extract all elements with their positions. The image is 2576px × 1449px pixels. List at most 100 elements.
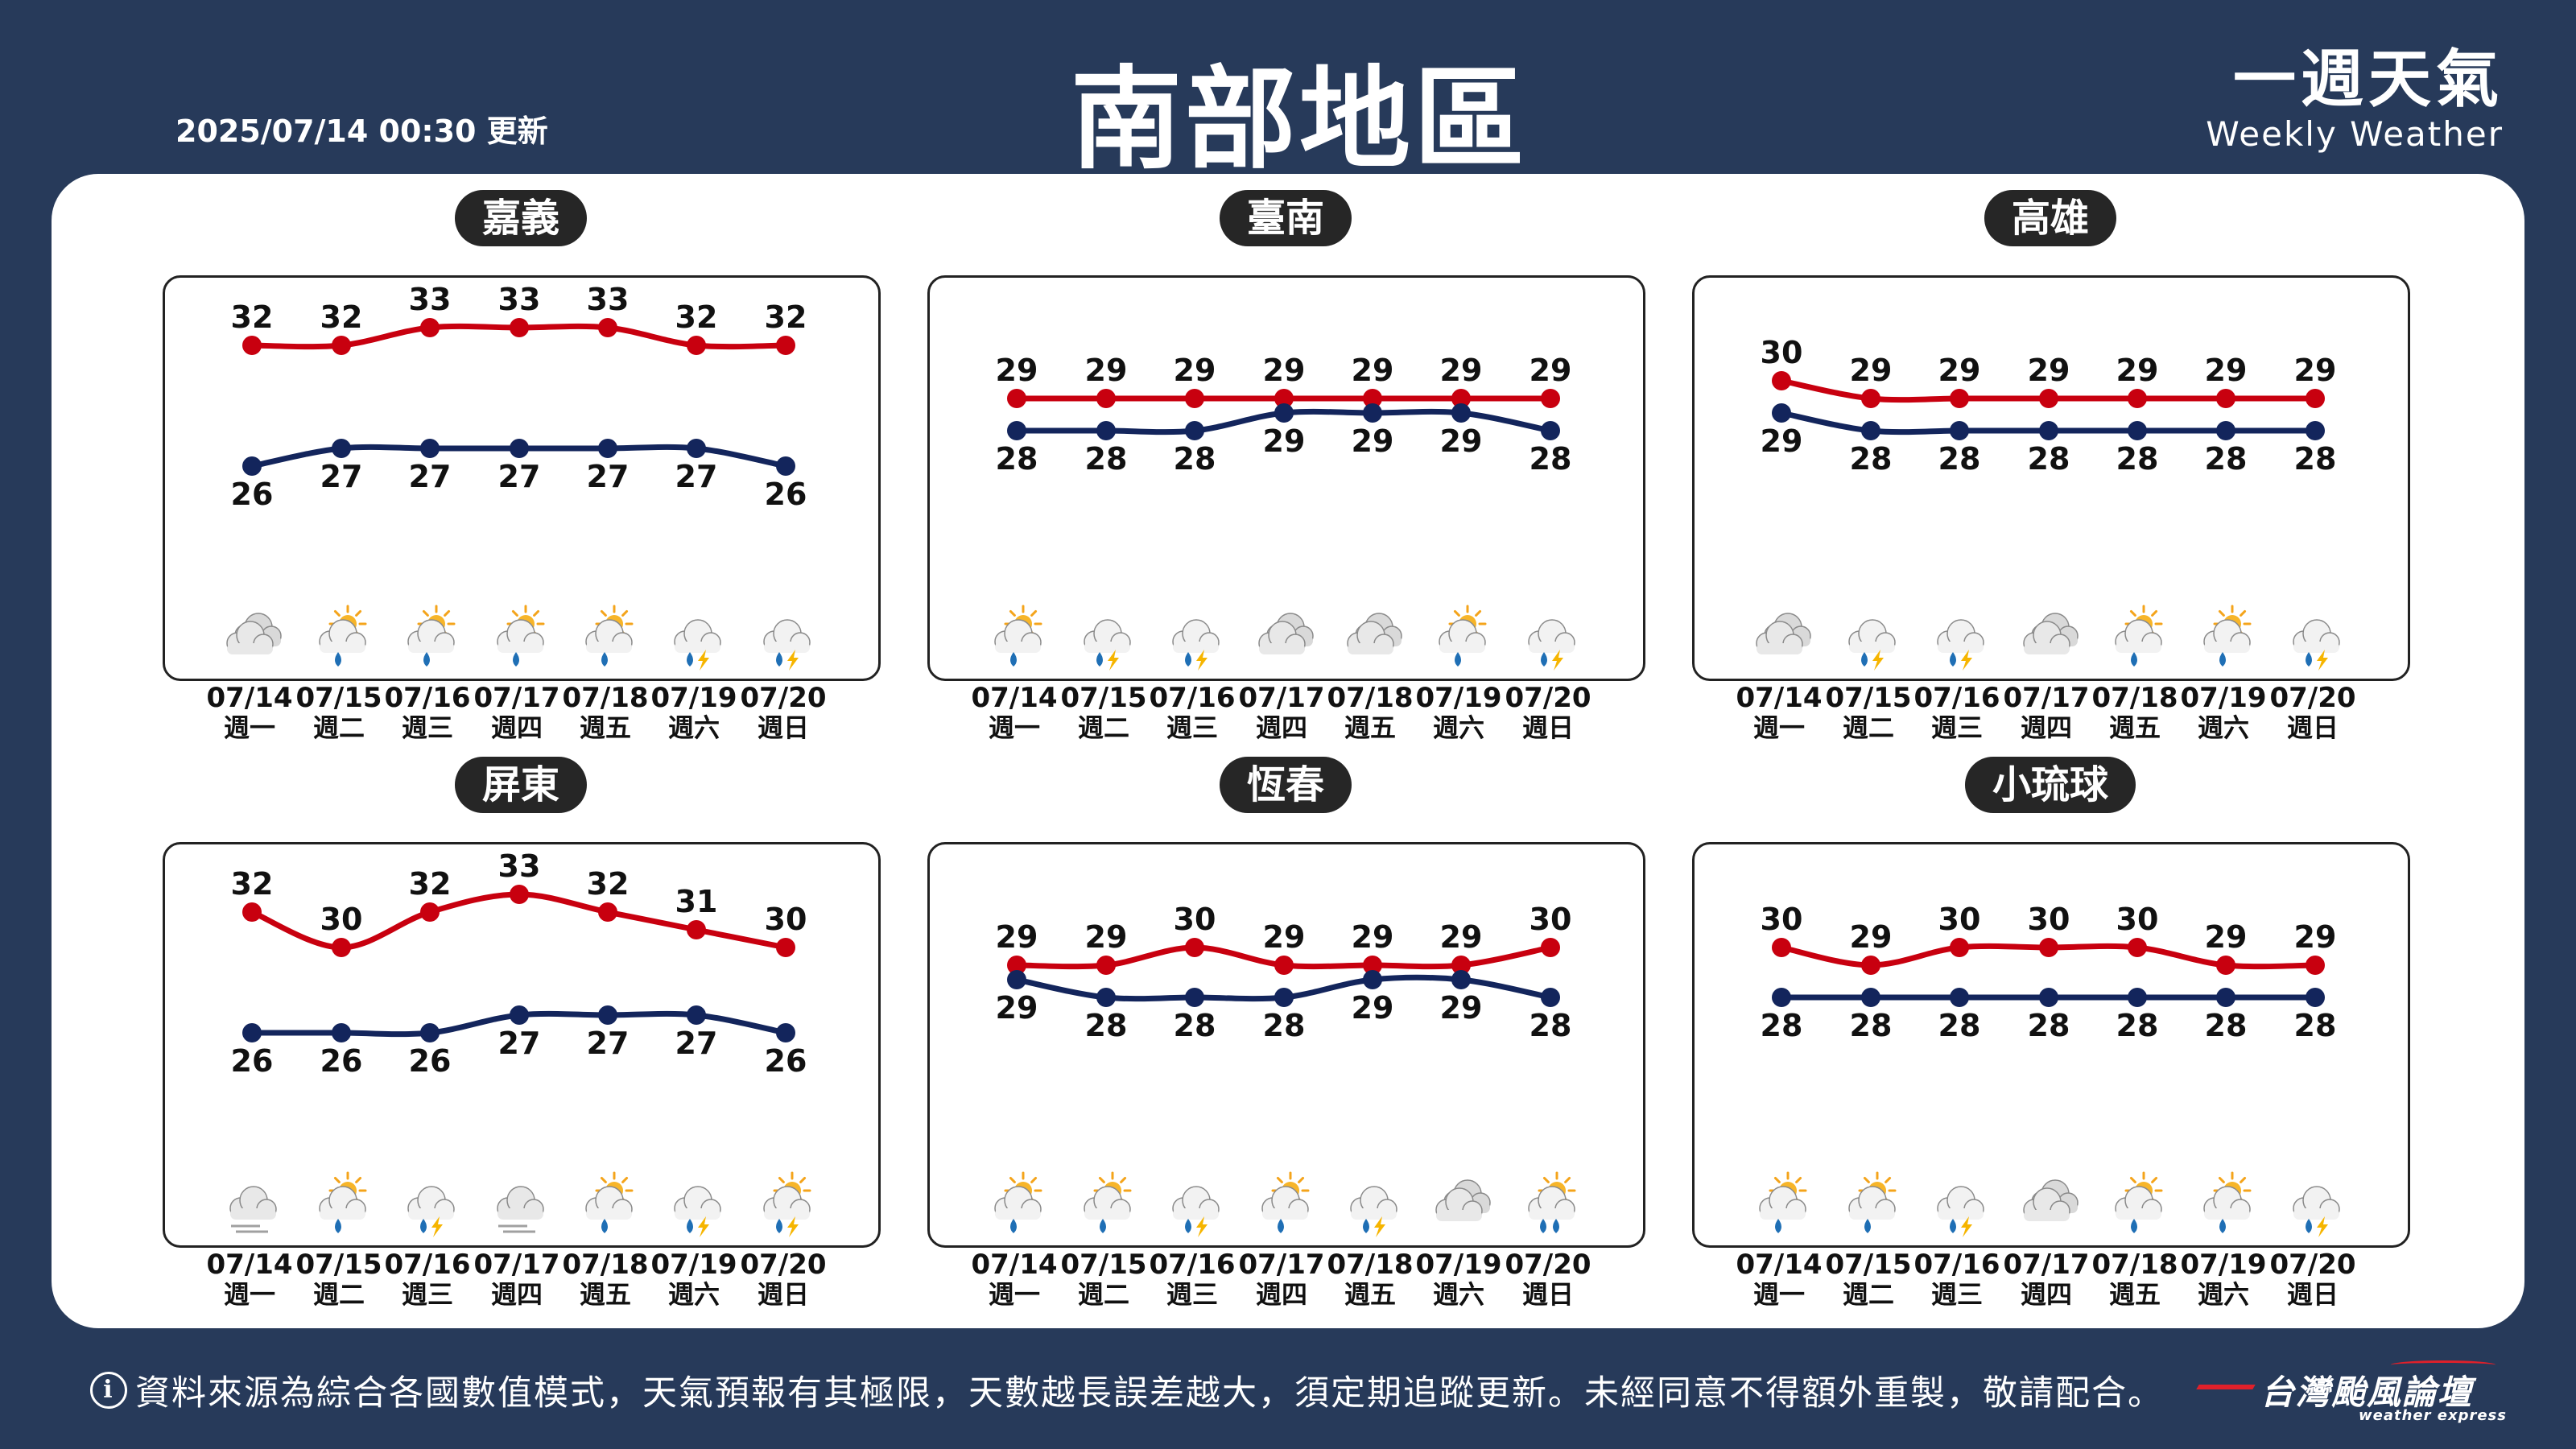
high-temp-label: 30	[1938, 902, 1981, 937]
low-temp-label: 29	[1440, 990, 1483, 1026]
day-column: 07/17 週四	[1236, 1249, 1327, 1309]
high-temp-label: 29	[1352, 353, 1394, 388]
day-date: 07/16	[1913, 1249, 2000, 1281]
temperature-chart: 29 29 30 29 29 29 30 29 28 28 28 29 29 28	[927, 842, 1645, 1248]
low-temp-label: 26	[765, 1043, 807, 1079]
day-column: 07/16 週三	[1912, 1249, 2002, 1309]
day-column: 07/16 週三	[1147, 1249, 1237, 1309]
day-weekday: 週日	[2286, 1279, 2339, 1310]
day-column: 07/19 週六	[1414, 1249, 1504, 1309]
thunder-rain-icon	[1172, 1186, 1220, 1237]
high-temp-label: 30	[320, 902, 363, 937]
low-temp-point	[510, 1005, 529, 1025]
high-temp-point	[687, 920, 706, 939]
footer: i 資料來源為綜合各國數值模式，天氣預報有其極限，天數越長誤差越大，須定期追蹤更…	[90, 1365, 2164, 1415]
low-temp-point	[1363, 970, 1382, 989]
cloud-shape	[585, 619, 633, 653]
cloud-shape	[1528, 619, 1575, 653]
low-temp-label: 27	[498, 1026, 541, 1061]
high-temp-label: 29	[1352, 919, 1394, 955]
low-temp-label: 28	[2205, 1008, 2248, 1043]
low-temp-label: 28	[1938, 441, 1981, 477]
low-temp-label: 26	[765, 477, 807, 512]
high-temp-point	[1007, 389, 1026, 408]
low-temp-label: 28	[1938, 1008, 1981, 1043]
low-temp-label: 28	[1263, 1008, 1306, 1043]
day-column: 07/16 週三	[1912, 683, 2002, 742]
day-column: 07/19 週六	[2178, 683, 2268, 742]
day-column: 07/19 週六	[649, 1249, 739, 1309]
day-weekday: 週二	[1077, 1279, 1129, 1310]
low-temp-label: 28	[1085, 1008, 1128, 1043]
cloudy-icon	[2023, 1179, 2079, 1221]
high-temp-point	[687, 336, 706, 355]
low-temp-point	[1541, 421, 1560, 440]
low-temp-label: 29	[1352, 990, 1394, 1026]
update-time: 2025/07/14 00:30 更新	[175, 114, 548, 149]
day-date: 07/20	[1505, 682, 1591, 714]
day-date: 07/15	[295, 682, 382, 714]
day-date: 07/19	[1415, 682, 1502, 714]
high-temp-point	[332, 938, 351, 957]
high-temp-point	[1541, 938, 1560, 957]
region-label: 屏東	[454, 757, 588, 813]
cloud-shape	[2023, 621, 2070, 654]
cloud-shape	[2023, 1187, 2070, 1221]
sun-rain-icon	[2203, 605, 2252, 667]
high-temp-point	[1185, 938, 1204, 957]
low-temp-label: 28	[1530, 441, 1572, 477]
low-temp-point	[2039, 421, 2058, 440]
high-temp-point	[1363, 389, 1382, 408]
low-temp-point	[332, 439, 351, 458]
low-temp-point	[1096, 988, 1116, 1007]
day-weekday: 週六	[2197, 712, 2249, 743]
high-temp-label: 29	[2028, 353, 2070, 388]
high-temp-label: 29	[2294, 353, 2337, 388]
cloud-shape	[763, 1186, 811, 1220]
high-temp-label: 29	[1440, 919, 1483, 955]
day-date: 07/19	[1415, 1249, 1502, 1281]
low-temp-label: 27	[587, 1026, 630, 1061]
disclaimer-text: 資料來源為綜合各國數值模式，天氣預報有其極限，天數越長誤差越大，須定期追蹤更新。…	[135, 1373, 2164, 1414]
low-temp-label: 27	[320, 459, 363, 494]
cloud-shape	[1937, 1186, 1984, 1220]
region-label: 臺南	[1219, 190, 1352, 246]
thunder-rain-icon	[1084, 619, 1131, 671]
cloud-shape	[1848, 619, 1896, 653]
info-icon: i	[90, 1372, 127, 1409]
high-temp-label: 30	[2028, 902, 2070, 937]
region-label: 高雄	[1984, 190, 2117, 246]
low-temp-point	[1007, 970, 1026, 989]
low-temp-label: 28	[2294, 441, 2337, 477]
high-temp-point	[598, 318, 617, 337]
fog-icon	[497, 1186, 544, 1233]
high-temp-label: 29	[1085, 919, 1128, 955]
day-weekday: 週五	[2108, 1279, 2161, 1310]
cloud-shape	[407, 1186, 455, 1220]
high-temp-label: 33	[498, 848, 541, 884]
day-weekday: 週日	[1521, 1279, 1574, 1310]
low-temp-label: 28	[2116, 441, 2159, 477]
sun-rain-icon	[1848, 1171, 1897, 1233]
high-temp-point	[2216, 389, 2235, 408]
day-weekday: 週五	[579, 712, 631, 743]
low-temp-point	[2216, 988, 2235, 1007]
day-column: 07/17 週四	[1236, 683, 1327, 742]
day-column: 07/16 週三	[382, 1249, 473, 1309]
chart-svg: 30 29 30 30 30 29 29 28 28 28 28 28 28 28	[1759, 902, 2340, 1237]
low-temp-label: 28	[1850, 1008, 1893, 1043]
low-temp-point	[1007, 421, 1026, 440]
day-date: 07/16	[1149, 682, 1236, 714]
region-panel: 恆春 29 29 30 29 29 29 30 29 28 28 28 29 29 28 07/14 週一 07/…	[927, 757, 1645, 1312]
day-column: 07/20 週日	[2268, 1249, 2358, 1309]
low-temp-point	[1950, 421, 1969, 440]
cloudy-icon	[1347, 613, 1402, 654]
high-temp-point	[2306, 389, 2325, 408]
low-temp-label: 28	[996, 441, 1038, 477]
day-weekday: 週二	[312, 1279, 365, 1310]
day-column: 07/14 週一	[1734, 683, 1824, 742]
low-temp-point	[1185, 988, 1204, 1007]
low-temp-label: 26	[231, 477, 274, 512]
high-temp-point	[1007, 956, 1026, 975]
day-column: 07/17 週四	[2001, 1249, 2091, 1309]
